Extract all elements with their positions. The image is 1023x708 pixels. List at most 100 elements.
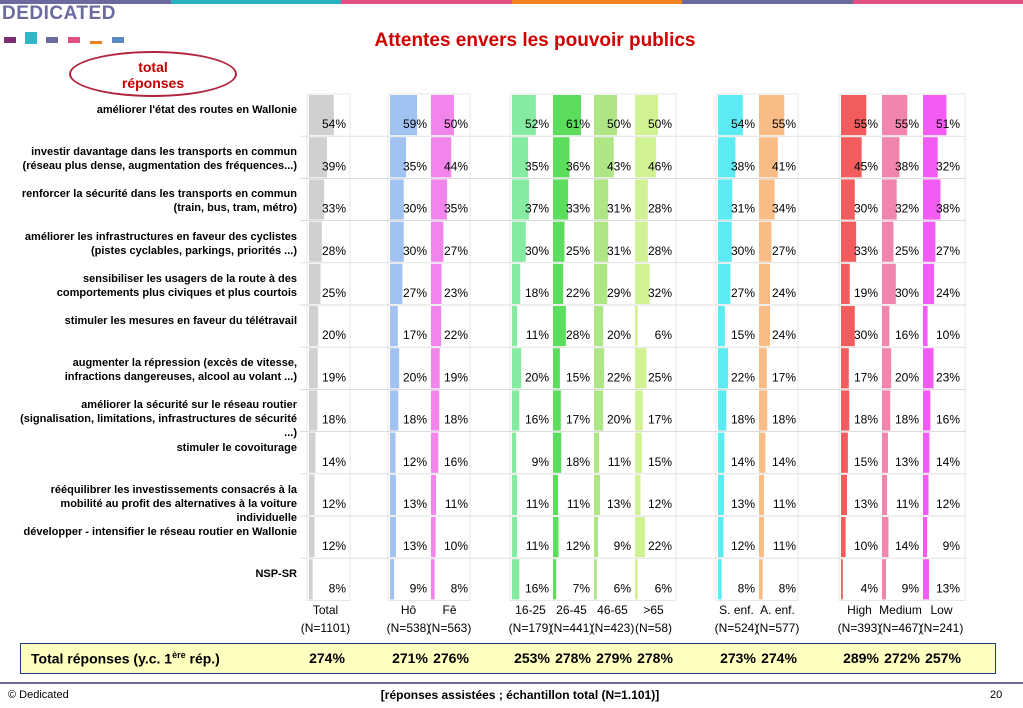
bar xyxy=(759,263,771,304)
data-label: 15% xyxy=(854,455,878,469)
data-label: 30% xyxy=(854,202,878,216)
bar xyxy=(635,221,648,262)
data-label: 22% xyxy=(731,370,755,384)
bar xyxy=(759,517,765,558)
data-label: 12% xyxy=(566,539,590,553)
data-label: 38% xyxy=(895,159,919,173)
data-label: 25% xyxy=(566,244,590,258)
bar xyxy=(309,559,313,600)
data-label: 9% xyxy=(532,455,550,469)
data-label: 9% xyxy=(902,581,920,595)
bar xyxy=(718,179,733,220)
bar xyxy=(390,221,404,262)
question-label: investir davantage dans les transports e… xyxy=(22,146,297,173)
oval-line-1: total xyxy=(138,59,168,75)
data-label: 30% xyxy=(525,244,549,258)
bar xyxy=(309,137,327,178)
data-label: 27% xyxy=(772,244,796,258)
data-label: 18% xyxy=(772,413,796,427)
column-sample-size: (N=577) xyxy=(756,621,800,635)
data-label: 32% xyxy=(895,202,919,216)
total-responses-oval: total réponses xyxy=(69,51,237,97)
bar xyxy=(635,179,648,220)
bar xyxy=(309,348,318,389)
bar xyxy=(841,306,855,347)
bar xyxy=(431,263,442,304)
data-label: 14% xyxy=(772,455,796,469)
data-label: 9% xyxy=(943,539,961,553)
bar xyxy=(841,263,850,304)
bar xyxy=(923,179,941,220)
bar xyxy=(594,474,600,515)
data-label: 16% xyxy=(895,328,919,342)
bar xyxy=(841,95,867,136)
bar xyxy=(431,390,440,431)
bar xyxy=(923,559,929,600)
data-label: 13% xyxy=(936,581,960,595)
results-table-chart: 54% 39% 33% 28% 25% 20% 19% 18% 14% 12% 12% 8% Total… xyxy=(300,93,966,635)
bar xyxy=(841,517,846,558)
data-label: 31% xyxy=(731,202,755,216)
data-label: 28% xyxy=(566,328,590,342)
data-label: 13% xyxy=(403,497,427,511)
bar xyxy=(390,559,395,600)
bar xyxy=(923,348,934,389)
data-label: 25% xyxy=(895,244,919,258)
bar xyxy=(553,179,569,220)
data-label: 19% xyxy=(854,286,878,300)
bar xyxy=(553,517,559,558)
bar xyxy=(635,137,657,178)
total-value: 278% xyxy=(555,650,591,666)
data-label: 30% xyxy=(854,328,878,342)
bar xyxy=(594,432,600,473)
total-value: 271% xyxy=(392,650,428,666)
data-label: 8% xyxy=(738,581,756,595)
bar xyxy=(431,306,442,347)
bar xyxy=(553,432,562,473)
total-value: 278% xyxy=(637,650,673,666)
column-sample-size: (N=179) xyxy=(509,621,553,635)
data-label: 16% xyxy=(444,455,468,469)
data-label: 12% xyxy=(322,497,346,511)
question-label: améliorer les infrastructures en faveur … xyxy=(24,230,297,257)
footer-note: [réponses assistées ; échantillon total … xyxy=(380,688,660,702)
bar xyxy=(309,517,315,558)
data-label: 6% xyxy=(655,328,673,342)
data-label: 35% xyxy=(403,159,427,173)
bar xyxy=(718,348,729,389)
page-number: 20 xyxy=(990,689,1003,701)
chart-title: Attentes envers les pouvoir publics xyxy=(374,30,696,51)
question-label: améliorer la sécurité sur le réseau rout… xyxy=(20,399,297,440)
data-label: 11% xyxy=(567,497,590,511)
data-label: 14% xyxy=(936,455,960,469)
bar xyxy=(635,517,646,558)
data-label: 11% xyxy=(526,497,549,511)
data-label: 18% xyxy=(525,286,549,300)
bar xyxy=(309,390,318,431)
column-sample-size: (N=524) xyxy=(715,621,759,635)
bar xyxy=(553,474,559,515)
bar xyxy=(882,559,887,600)
bar xyxy=(512,517,518,558)
data-label: 54% xyxy=(322,117,346,131)
bar xyxy=(718,390,727,431)
bar xyxy=(635,390,643,431)
data-label: 44% xyxy=(444,159,468,173)
data-label: 37% xyxy=(525,202,549,216)
bar xyxy=(923,432,930,473)
bar xyxy=(512,474,518,515)
data-label: 6% xyxy=(614,581,632,595)
data-label: 27% xyxy=(403,286,427,300)
bar xyxy=(635,95,658,136)
data-label: 12% xyxy=(936,497,960,511)
bar xyxy=(553,390,561,431)
data-label: 9% xyxy=(410,581,428,595)
data-label: 18% xyxy=(895,413,919,427)
data-label: 25% xyxy=(648,370,672,384)
question-label: NSP-SR xyxy=(255,568,297,581)
bar xyxy=(431,221,444,262)
data-label: 12% xyxy=(403,455,427,469)
total-value: 289% xyxy=(843,650,879,666)
question-label: augmenter la répression (excès de vitess… xyxy=(64,357,297,384)
column-header: Total xyxy=(313,603,338,617)
